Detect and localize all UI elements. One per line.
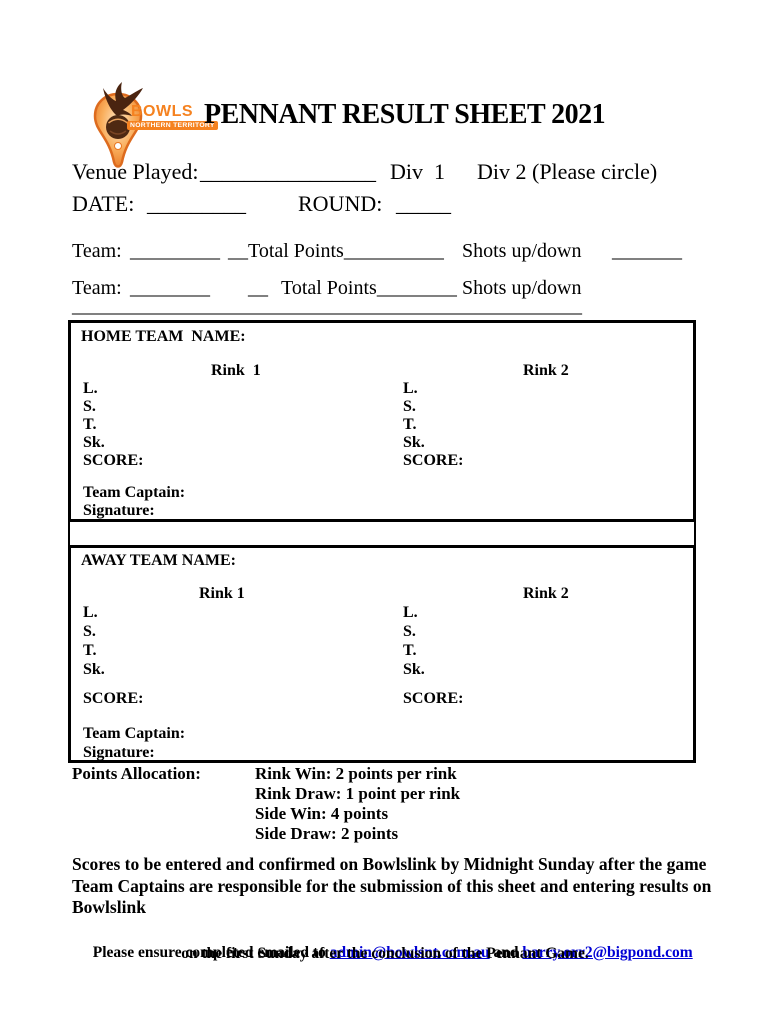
home-rink1-third: T. xyxy=(83,416,97,433)
away-rink2-score-label: SCORE: xyxy=(403,690,464,707)
team2-gap-blank: __ xyxy=(248,277,268,299)
home-rink2-third: T. xyxy=(403,416,417,433)
division-1-option: Div 1 xyxy=(390,159,445,184)
home-rink2-lead: L. xyxy=(403,380,418,397)
home-rink1-second: S. xyxy=(83,398,96,415)
box-connector-rails xyxy=(68,522,696,545)
away-rink2-positions: L. S. T. Sk. xyxy=(403,603,425,679)
team2-total-points: Total Points________ xyxy=(281,277,457,299)
barry-email-link[interactable]: barry.orr2@bigpond.com xyxy=(522,944,693,961)
team1-total-points: __Total Points__________ xyxy=(228,240,444,262)
team1-blank: _________ xyxy=(130,240,220,262)
bowls-nt-logo xyxy=(72,64,143,168)
away-rink2-lead: L. xyxy=(403,604,418,621)
logo-brand-text: BOWLS xyxy=(131,103,194,120)
home-rink2-score-label: SCORE: xyxy=(403,452,464,469)
home-rink1-positions: L. S. T. Sk. SCORE: xyxy=(83,380,143,470)
team2-blank: ________ xyxy=(130,277,210,299)
bowls-nt-logo-icon xyxy=(93,82,143,168)
home-captain-label: Team Captain: xyxy=(83,484,186,501)
bowlslink-notice: Scores to be entered and confirmed on Bo… xyxy=(72,854,712,919)
notice-line-1: Scores to be entered and confirmed on Bo… xyxy=(72,854,707,874)
notice-line-3: Bowlslink xyxy=(72,897,146,917)
home-signature-label: Signature: xyxy=(83,502,155,519)
closing-instruction-line: on the first Sunday after the conclusion… xyxy=(181,945,589,962)
away-rink1-second: S. xyxy=(83,623,96,640)
round-label: ROUND: xyxy=(298,191,383,216)
away-rink1-score-label: SCORE: xyxy=(83,690,144,707)
away-rink1-skip: Sk. xyxy=(83,661,105,678)
team1-shots-blank: _______ xyxy=(612,240,682,262)
rule-rink-win: Rink Win: 2 points per rink xyxy=(255,764,457,783)
team1-label: Team: xyxy=(72,240,122,262)
away-team-box: AWAY TEAM NAME: Rink 1 Rink 2 L. S. T. S… xyxy=(68,545,696,763)
date-label: DATE: xyxy=(72,191,135,216)
home-rink1-header: Rink 1 xyxy=(211,362,261,379)
points-allocation-label: Points Allocation: xyxy=(72,764,201,783)
home-rink1-score-label: SCORE: xyxy=(83,452,144,469)
logo-region-text: NORTHERN TERRITORY xyxy=(127,121,218,130)
away-team-name-label: AWAY TEAM NAME: xyxy=(81,552,236,569)
away-rink2-skip: Sk. xyxy=(403,661,425,678)
away-rink2-header: Rink 2 xyxy=(523,585,569,602)
venue-played-blank: ________________ xyxy=(200,159,376,184)
home-team-box: HOME TEAM NAME: Rink 1 Rink 2 L. S. T. S… xyxy=(68,320,696,522)
away-rink1-lead: L. xyxy=(83,604,98,621)
home-rink2-skip: Sk. xyxy=(403,434,425,451)
home-rink2-header: Rink 2 xyxy=(523,362,569,379)
away-captain-label: Team Captain: xyxy=(83,725,186,742)
rule-side-draw: Side Draw: 2 points xyxy=(255,824,399,843)
away-signature-label: Signature: xyxy=(83,744,155,761)
round-blank: _____ xyxy=(396,191,451,216)
division-2-option: Div 2 (Please circle) xyxy=(477,159,658,184)
email-instruction-joiner: and xyxy=(489,944,523,961)
points-allocation-rules: Rink Win: 2 points per rink Rink Draw: 1… xyxy=(255,764,460,844)
away-rink1-positions: L. S. T. Sk. xyxy=(83,603,105,679)
away-rink1-third: T. xyxy=(83,642,97,659)
home-team-name-label: HOME TEAM NAME: xyxy=(81,328,246,345)
separator-line: ________________________________________… xyxy=(72,295,582,317)
team1-shots-label: Shots up/down xyxy=(462,240,582,262)
home-rink1-skip: Sk. xyxy=(83,434,105,451)
page-title: PENNANT RESULT SHEET 2021 xyxy=(204,99,606,130)
home-rink1-lead: L. xyxy=(83,380,98,397)
notice-line-2: Team Captains are responsible for the su… xyxy=(72,875,712,896)
away-rink1-header: Rink 1 xyxy=(199,585,245,602)
team2-shots-label: Shots up/down xyxy=(462,277,582,299)
venue-played-label: Venue Played: xyxy=(72,159,199,184)
home-rink2-second: S. xyxy=(403,398,416,415)
email-instruction-prefix: Please ensure completed emailed to xyxy=(92,944,330,961)
admin-email-link[interactable]: admin@bowlsnt.com.au xyxy=(329,944,490,961)
away-rink2-second: S. xyxy=(403,623,416,640)
rule-rink-draw: Rink Draw: 1 point per rink xyxy=(255,784,461,803)
home-rink2-positions: L. S. T. Sk. SCORE: xyxy=(403,380,463,470)
date-blank: _________ xyxy=(147,191,246,216)
away-rink2-third: T. xyxy=(403,642,417,659)
team2-label: Team: xyxy=(72,277,122,299)
rule-side-win: Side Win: 4 points xyxy=(255,804,389,823)
email-instruction-line: Please ensure completed emailed to admin… xyxy=(0,926,770,980)
